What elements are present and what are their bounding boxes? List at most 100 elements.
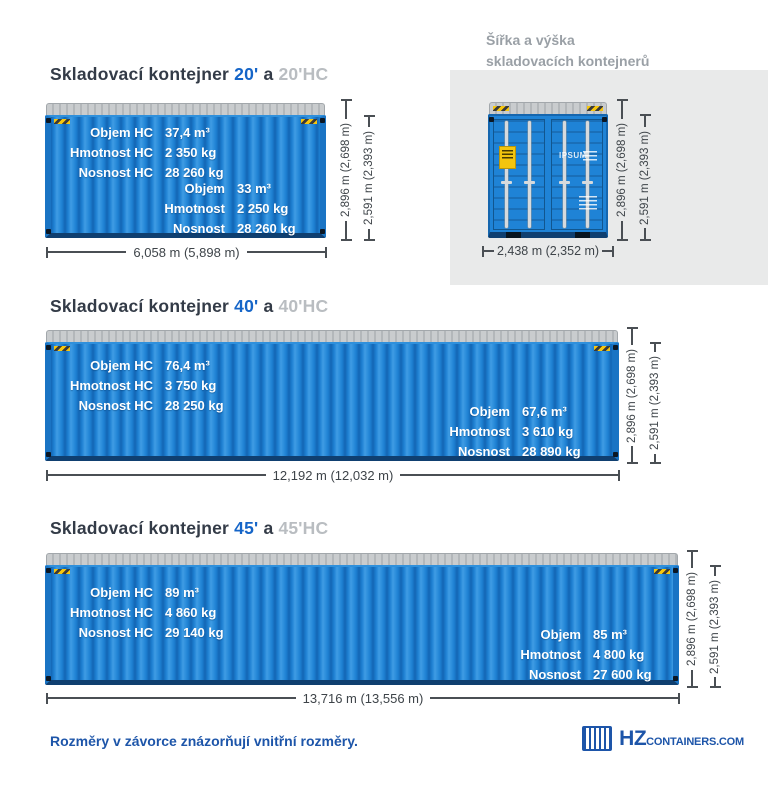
dim-length-40-label: 12,192 m (12,032 m): [272, 467, 394, 483]
logo-brand-secondary: CONTAINERS.COM: [646, 735, 744, 748]
dim-height-inner-40-label: 2,591 m (2,393 m): [649, 356, 661, 450]
title-size-accent: 20': [234, 64, 259, 84]
dim-height-inner-20-label: 2,591 m (2,393 m): [363, 131, 375, 225]
container-45-graphic: Objem HC 89 m³ Hmotnost HC 4 860 kg Nosnos…: [45, 553, 679, 685]
spec-value: 3 610 kg: [522, 424, 574, 439]
spec-label: Objem: [469, 404, 510, 419]
dim-height-outer-45: 2,896 m (2,698 m): [684, 550, 700, 688]
dim-height-outer-front: 2,896 m (2,698 m): [614, 99, 630, 241]
dim-length-20: 6,058 m (5,898 m): [46, 244, 327, 260]
spec-row: Objem 33 m³: [125, 179, 296, 199]
title-size-muted: 40'HC: [278, 296, 329, 316]
spec-label: Nosnost HC: [78, 165, 153, 180]
spec-row: Hmotnost HC 4 860 kg: [51, 603, 224, 623]
dim-height-outer-front-label: 2,896 m (2,698 m): [616, 123, 628, 217]
dim-length-45-label: 13,716 m (13,556 m): [302, 690, 424, 706]
side-panel-title-line2: skladovacích kontejnerů: [486, 53, 650, 69]
spec-value: 4 860 kg: [165, 605, 217, 620]
title-size-muted: 45'HC: [278, 518, 329, 538]
container-front-graphic: IPSUM: [488, 102, 608, 238]
spec-value: 4 800 kg: [593, 647, 645, 662]
dim-height-inner-40: 2,591 m (2,393 m): [647, 342, 663, 464]
container-logo-icon: [582, 726, 613, 751]
title-size-accent: 40': [234, 296, 259, 316]
spec-value: 28 260 kg: [237, 221, 296, 236]
specs-std-20: Objem 33 m³ Hmotnost 2 250 kg Nosnost 28 26…: [125, 179, 296, 239]
container-body: [45, 115, 326, 238]
spec-label: Hmotnost HC: [69, 145, 153, 160]
container-roof-rail: [46, 553, 678, 565]
title-prefix: Skladovací kontejner: [50, 296, 230, 316]
title-size-muted: 20'HC: [278, 64, 329, 84]
title-conjunction: a: [263, 64, 274, 84]
dim-height-inner-front-label: 2,591 m (2,393 m): [639, 130, 651, 225]
title-prefix: Skladovací kontejner: [50, 64, 230, 84]
dim-length-45: 13,716 m (13,556 m): [46, 690, 680, 706]
specs-std-45: Objem 85 m³ Hmotnost 4 800 kg Nosnost 27 60…: [481, 625, 652, 685]
container-roof-rail: [46, 103, 325, 115]
dim-height-inner-45-label: 2,591 m (2,393 m): [709, 579, 721, 674]
spec-value: 89 m³: [165, 585, 199, 600]
container-door-left: [493, 119, 545, 230]
spec-row: Nosnost HC 28 260 kg: [51, 163, 224, 183]
dim-length-20-label: 6,058 m (5,898 m): [133, 244, 240, 260]
spec-label: Nosnost HC: [78, 398, 153, 413]
spec-label: Objem: [540, 627, 581, 642]
spec-label: Objem: [184, 181, 225, 196]
spec-label: Hmotnost: [164, 201, 225, 216]
spec-value: 67,6 m³: [522, 404, 567, 419]
title-size-accent: 45': [234, 518, 259, 538]
dim-height-inner-front: 2,591 m (2,393 m): [637, 114, 653, 241]
spec-label: Hmotnost HC: [69, 378, 153, 393]
spec-label: Objem HC: [90, 585, 153, 600]
spec-row: Nosnost 28 260 kg: [125, 219, 296, 239]
hazard-sticker-icon: [499, 146, 516, 170]
container-20-graphic: Objem HC 37,4 m³ Hmotnost HC 2 350 kg Nosn…: [45, 103, 326, 238]
spec-value: 28 260 kg: [165, 165, 224, 180]
specs-std-40: Objem 67,6 m³ Hmotnost 3 610 kg Nosnost 28 …: [410, 402, 581, 462]
spec-row: Nosnost 28 890 kg: [410, 442, 581, 462]
spec-label: Nosnost HC: [78, 625, 153, 640]
container-roof-rail: [46, 330, 618, 342]
dim-height-inner-20: 2,591 m (2,393 m): [361, 115, 377, 241]
spec-label: Hmotnost HC: [69, 605, 153, 620]
spec-value: 29 140 kg: [165, 625, 224, 640]
logo-text: HZ CONTAINERS.COM: [619, 727, 744, 751]
side-panel-title: Šířka a výška skladovacích kontejnerů: [486, 30, 649, 72]
title-conjunction: a: [263, 296, 274, 316]
dim-height-outer-40: 2,896 m (2,698 m): [624, 327, 640, 464]
container-40-graphic: Objem HC 76,4 m³ Hmotnost HC 3 750 kg Nosn…: [45, 330, 619, 461]
spec-label: Nosnost: [173, 221, 225, 236]
logo-brand-primary: HZ: [619, 726, 647, 750]
hz-containers-logo: HZ CONTAINERS.COM: [582, 726, 744, 751]
container-front-body: IPSUM: [488, 114, 608, 238]
spec-row: Objem 67,6 m³: [410, 402, 581, 422]
spec-row: Hmotnost HC 2 350 kg: [51, 143, 224, 163]
spec-row: Objem HC 76,4 m³: [51, 356, 224, 376]
spec-value: 37,4 m³: [165, 125, 210, 140]
title-conjunction: a: [263, 518, 274, 538]
section-45-title: Skladovací kontejner 45' a 45'HC: [50, 518, 328, 539]
specs-hc-20: Objem HC 37,4 m³ Hmotnost HC 2 350 kg Nosn…: [51, 123, 224, 183]
spec-value: 28 250 kg: [165, 398, 224, 413]
spec-label: Hmotnost: [449, 424, 510, 439]
spec-value: 33 m³: [237, 181, 271, 196]
dim-length-40: 12,192 m (12,032 m): [46, 467, 620, 483]
container-roof-rail: [489, 102, 607, 114]
dim-width-front-label: 2,438 m (2,352 m): [496, 244, 600, 258]
spec-value: 85 m³: [593, 627, 627, 642]
spec-row: Nosnost 27 600 kg: [481, 665, 652, 685]
spec-value: 28 890 kg: [522, 444, 581, 459]
dim-height-outer-20-label: 2,896 m (2,698 m): [340, 123, 352, 217]
footer-note: Rozměry v závorce znázorňují vnitřní roz…: [50, 733, 358, 749]
spec-row: Hmotnost HC 3 750 kg: [51, 376, 224, 396]
dim-height-inner-45: 2,591 m (2,393 m): [707, 565, 723, 688]
spec-label: Objem HC: [90, 125, 153, 140]
specs-hc-45: Objem HC 89 m³ Hmotnost HC 4 860 kg Nosnos…: [51, 583, 224, 643]
spec-row: Objem 85 m³: [481, 625, 652, 645]
spec-row: Nosnost HC 28 250 kg: [51, 396, 224, 416]
specs-hc-40: Objem HC 76,4 m³ Hmotnost HC 3 750 kg Nosn…: [51, 356, 224, 416]
spec-label: Nosnost: [458, 444, 510, 459]
spec-value: 2 250 kg: [237, 201, 289, 216]
